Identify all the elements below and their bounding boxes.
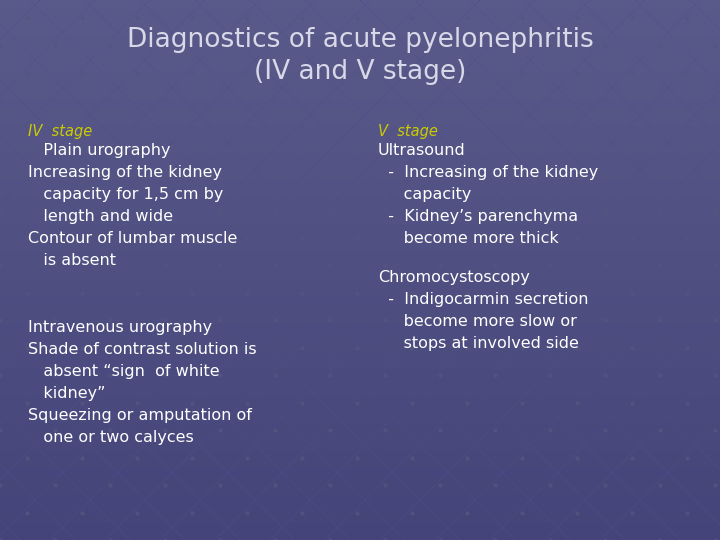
Text: Intravenous urography: Intravenous urography (28, 320, 212, 335)
Bar (0, 243, 720, 252)
Text: -  Indigocarmin secretion: - Indigocarmin secretion (378, 292, 588, 307)
Bar (0, 288, 720, 297)
Bar (0, 225, 720, 234)
Bar (0, 270, 720, 279)
Bar (0, 486, 720, 495)
Bar (0, 162, 720, 171)
Text: IV  stage: IV stage (28, 124, 92, 139)
Bar (0, 54, 720, 63)
Bar (0, 72, 720, 81)
Bar (0, 504, 720, 513)
Bar (0, 495, 720, 504)
Bar (0, 432, 720, 441)
Bar (0, 468, 720, 477)
Bar (0, 531, 720, 540)
Bar (0, 414, 720, 423)
Bar (0, 117, 720, 126)
Text: is absent: is absent (28, 253, 116, 268)
Bar (0, 9, 720, 18)
Bar (0, 441, 720, 450)
Bar (0, 189, 720, 198)
Text: stops at involved side: stops at involved side (378, 336, 579, 351)
Text: (IV and V stage): (IV and V stage) (254, 59, 466, 85)
Bar (0, 63, 720, 72)
Bar (0, 369, 720, 378)
Bar (0, 477, 720, 486)
Bar (0, 306, 720, 315)
Bar (0, 180, 720, 189)
Bar (0, 45, 720, 54)
Bar (0, 126, 720, 135)
Bar (0, 450, 720, 459)
Text: Chromocystoscopy: Chromocystoscopy (378, 270, 530, 285)
Bar (0, 261, 720, 270)
Text: Diagnostics of acute pyelonephritis: Diagnostics of acute pyelonephritis (127, 27, 593, 53)
Bar (0, 396, 720, 405)
Bar (0, 27, 720, 36)
Bar (0, 387, 720, 396)
Text: absent “sign  of white: absent “sign of white (28, 364, 220, 379)
Bar (0, 81, 720, 90)
Bar (0, 522, 720, 531)
Text: -  Kidney’s parenchyma: - Kidney’s parenchyma (378, 209, 578, 224)
Bar (0, 216, 720, 225)
Bar (0, 342, 720, 351)
Bar (0, 36, 720, 45)
Bar (0, 153, 720, 162)
Text: kidney”: kidney” (28, 386, 106, 401)
Bar (0, 351, 720, 360)
Bar (0, 171, 720, 180)
Text: Ultrasound: Ultrasound (378, 143, 466, 158)
Bar (0, 297, 720, 306)
Bar (0, 405, 720, 414)
Bar (0, 207, 720, 216)
Text: length and wide: length and wide (28, 209, 173, 224)
Bar (0, 513, 720, 522)
Bar (0, 333, 720, 342)
Bar (0, 423, 720, 432)
Bar (0, 315, 720, 324)
Text: capacity: capacity (378, 187, 472, 202)
Bar (0, 360, 720, 369)
Text: Squeezing or amputation of: Squeezing or amputation of (28, 408, 252, 423)
Bar (0, 18, 720, 27)
Text: Increasing of the kidney: Increasing of the kidney (28, 165, 222, 180)
Bar (0, 198, 720, 207)
Text: capacity for 1,5 cm by: capacity for 1,5 cm by (28, 187, 223, 202)
Bar (0, 279, 720, 288)
Text: Shade of contrast solution is: Shade of contrast solution is (28, 342, 256, 357)
Bar (0, 324, 720, 333)
Bar (0, 144, 720, 153)
Bar (0, 108, 720, 117)
Text: Contour of lumbar muscle: Contour of lumbar muscle (28, 231, 238, 246)
Bar (0, 135, 720, 144)
Text: -  Increasing of the kidney: - Increasing of the kidney (378, 165, 598, 180)
Bar (0, 99, 720, 108)
Text: become more thick: become more thick (378, 231, 559, 246)
Bar (0, 459, 720, 468)
Bar (0, 0, 720, 9)
Text: Plain urography: Plain urography (28, 143, 171, 158)
Bar (0, 252, 720, 261)
Text: one or two calyces: one or two calyces (28, 430, 194, 445)
Text: become more slow or: become more slow or (378, 314, 577, 329)
Bar (0, 90, 720, 99)
Bar (0, 378, 720, 387)
Text: V  stage: V stage (378, 124, 438, 139)
Bar (0, 234, 720, 243)
